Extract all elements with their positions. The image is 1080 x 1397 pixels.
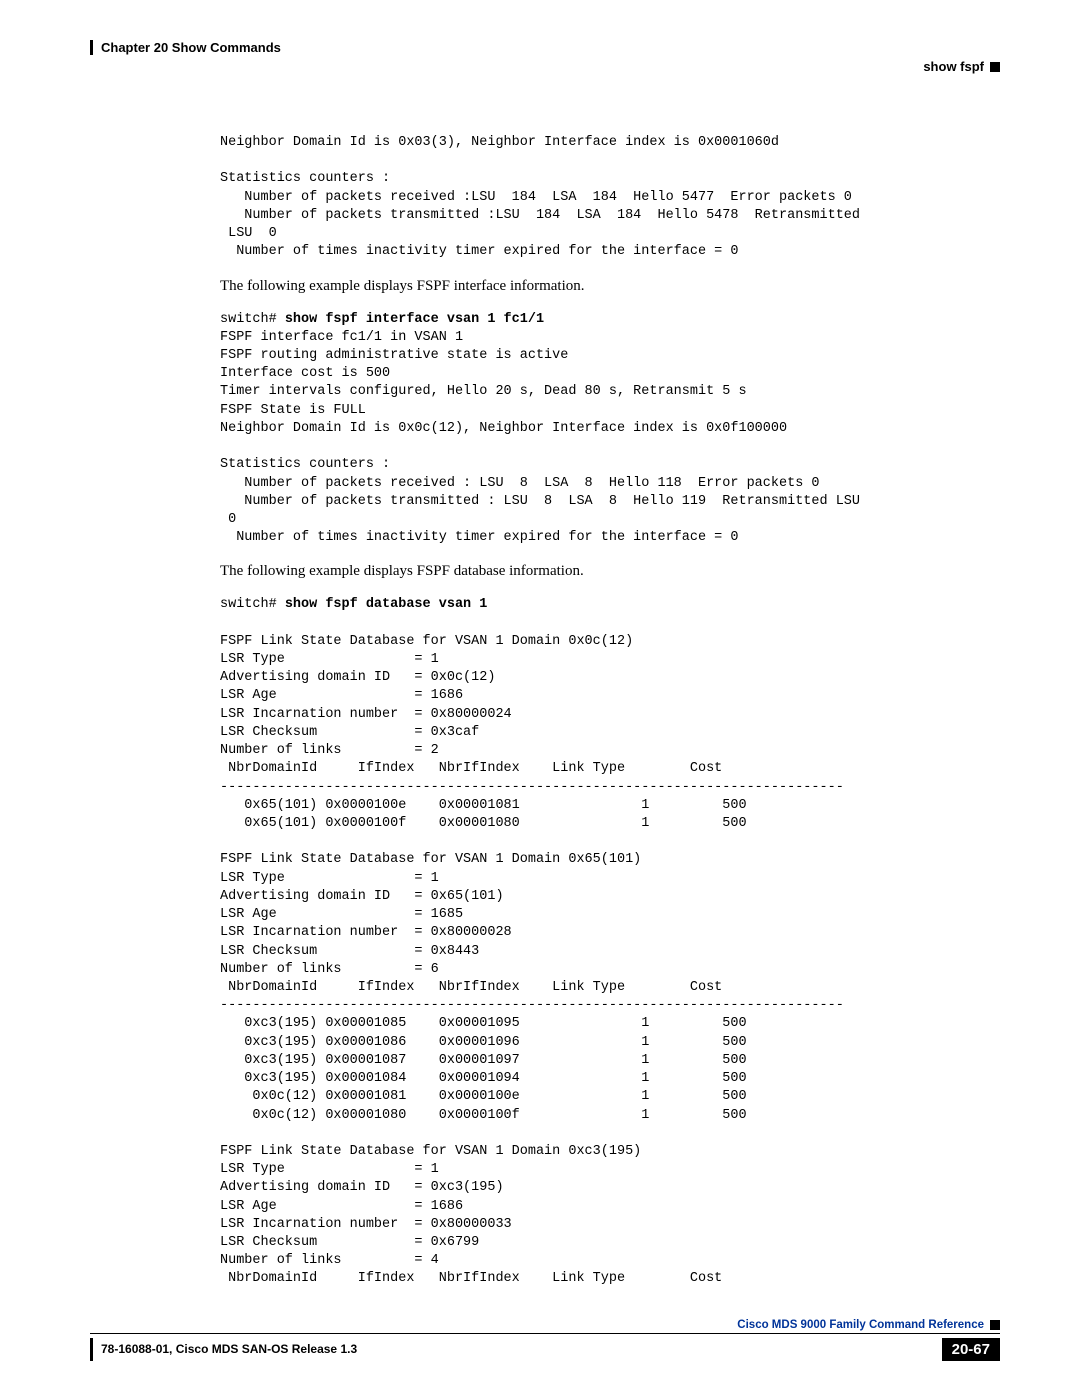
main-content: Neighbor Domain Id is 0x03(3), Neighbor … bbox=[220, 134, 1000, 1289]
paragraph-2: The following example displays FSPF data… bbox=[220, 561, 1000, 582]
page-number-badge: 20-67 bbox=[942, 1338, 1000, 1361]
cmd-text: show fspf interface vsan 1 fc1/1 bbox=[285, 312, 544, 327]
section-title: show fspf bbox=[923, 59, 984, 74]
footer-marker-icon bbox=[990, 1320, 1000, 1330]
page-footer: Cisco MDS 9000 Family Command Reference … bbox=[90, 1319, 1000, 1361]
chapter-title: Chapter 20 Show Commands bbox=[101, 40, 281, 55]
footer-publication: 78-16088-01, Cisco MDS SAN-OS Release 1.… bbox=[101, 1342, 357, 1356]
cmd-text: show fspf database vsan 1 bbox=[285, 597, 488, 612]
footer-rule bbox=[90, 1333, 1000, 1334]
paragraph-1: The following example displays FSPF inte… bbox=[220, 276, 1000, 297]
footer-cisco-ref: Cisco MDS 9000 Family Command Reference bbox=[737, 1319, 984, 1331]
footer-line2: 78-16088-01, Cisco MDS SAN-OS Release 1.… bbox=[90, 1338, 1000, 1361]
section-row: show fspf bbox=[90, 59, 1000, 74]
code-block-3: switch# show fspf database vsan 1 FSPF L… bbox=[220, 596, 1000, 1288]
code-output: FSPF interface fc1/1 in VSAN 1 FSPF rout… bbox=[220, 330, 860, 545]
header-marker-icon bbox=[990, 62, 1000, 72]
footer-line1: Cisco MDS 9000 Family Command Reference bbox=[90, 1319, 1000, 1331]
code-output: FSPF Link State Database for VSAN 1 Doma… bbox=[220, 634, 844, 1287]
code-block-2: switch# show fspf interface vsan 1 fc1/1… bbox=[220, 311, 1000, 548]
page-header: Chapter 20 Show Commands bbox=[90, 40, 1000, 55]
code-block-1: Neighbor Domain Id is 0x03(3), Neighbor … bbox=[220, 134, 1000, 262]
cmd-prompt: switch# bbox=[220, 597, 285, 612]
cmd-prompt: switch# bbox=[220, 312, 285, 327]
